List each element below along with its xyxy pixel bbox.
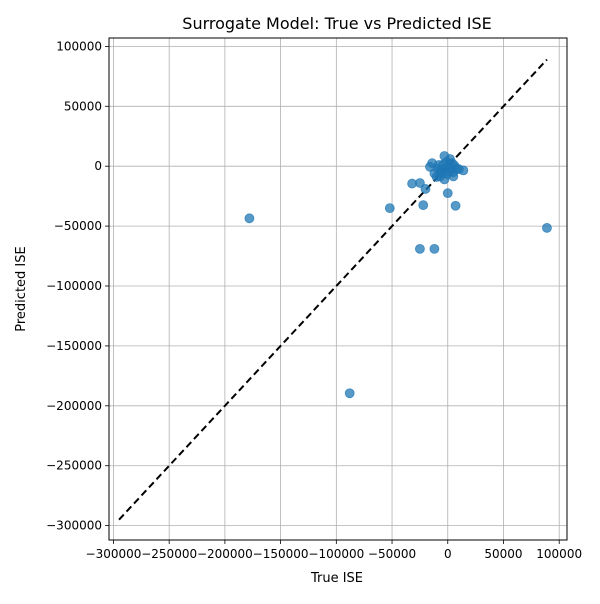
y-tick-label: −300000 <box>46 519 102 533</box>
y-tick-label: −200000 <box>46 399 102 413</box>
y-tick-label: −100000 <box>46 279 102 293</box>
data-point <box>415 243 425 254</box>
data-point <box>542 222 552 233</box>
y-tick-label: 100000 <box>56 39 102 53</box>
x-axis-ticks: −300000 −250000 −200000 −150000 −100000 −5000… <box>86 540 582 561</box>
reference-line-group <box>118 58 548 521</box>
data-point <box>450 200 461 211</box>
x-tick-label: −200000 <box>197 547 253 561</box>
x-tick-label: 100000 <box>536 547 582 561</box>
x-tick-label: 0 <box>444 547 452 561</box>
x-tick-label: −300000 <box>86 547 142 561</box>
data-point <box>429 243 440 254</box>
data-point <box>420 184 431 194</box>
data-point <box>244 213 255 224</box>
plot-area-border <box>108 37 568 541</box>
data-point <box>418 200 429 211</box>
data-point <box>384 203 395 214</box>
x-axis-title: True ISE <box>310 571 363 586</box>
x-tick-label: −50000 <box>368 547 416 561</box>
y-tick-label: 0 <box>94 159 102 173</box>
x-tick-label: −250000 <box>141 547 197 561</box>
x-tick-label: 50000 <box>484 547 522 561</box>
data-point <box>344 388 355 399</box>
y-tick-label: −250000 <box>46 459 102 473</box>
grid-lines <box>109 38 567 540</box>
data-points <box>244 151 552 399</box>
y-axis-ticks: −300000 −250000 −200000 −150000 −100000 −5000… <box>46 39 109 533</box>
x-tick-label: −150000 <box>253 547 309 561</box>
y-tick-label: −150000 <box>46 339 102 353</box>
y-tick-label: −50000 <box>54 219 102 233</box>
y-axis-title: Predicted ISE <box>14 246 29 331</box>
data-point <box>442 188 453 199</box>
x-tick-label: −100000 <box>308 547 364 561</box>
y-tick-label: 50000 <box>64 99 102 113</box>
data-point <box>415 178 425 188</box>
data-point <box>458 165 469 176</box>
chart-title: Surrogate Model: True vs Predicted ISE <box>182 14 491 33</box>
ideal-fit-line <box>118 58 548 521</box>
